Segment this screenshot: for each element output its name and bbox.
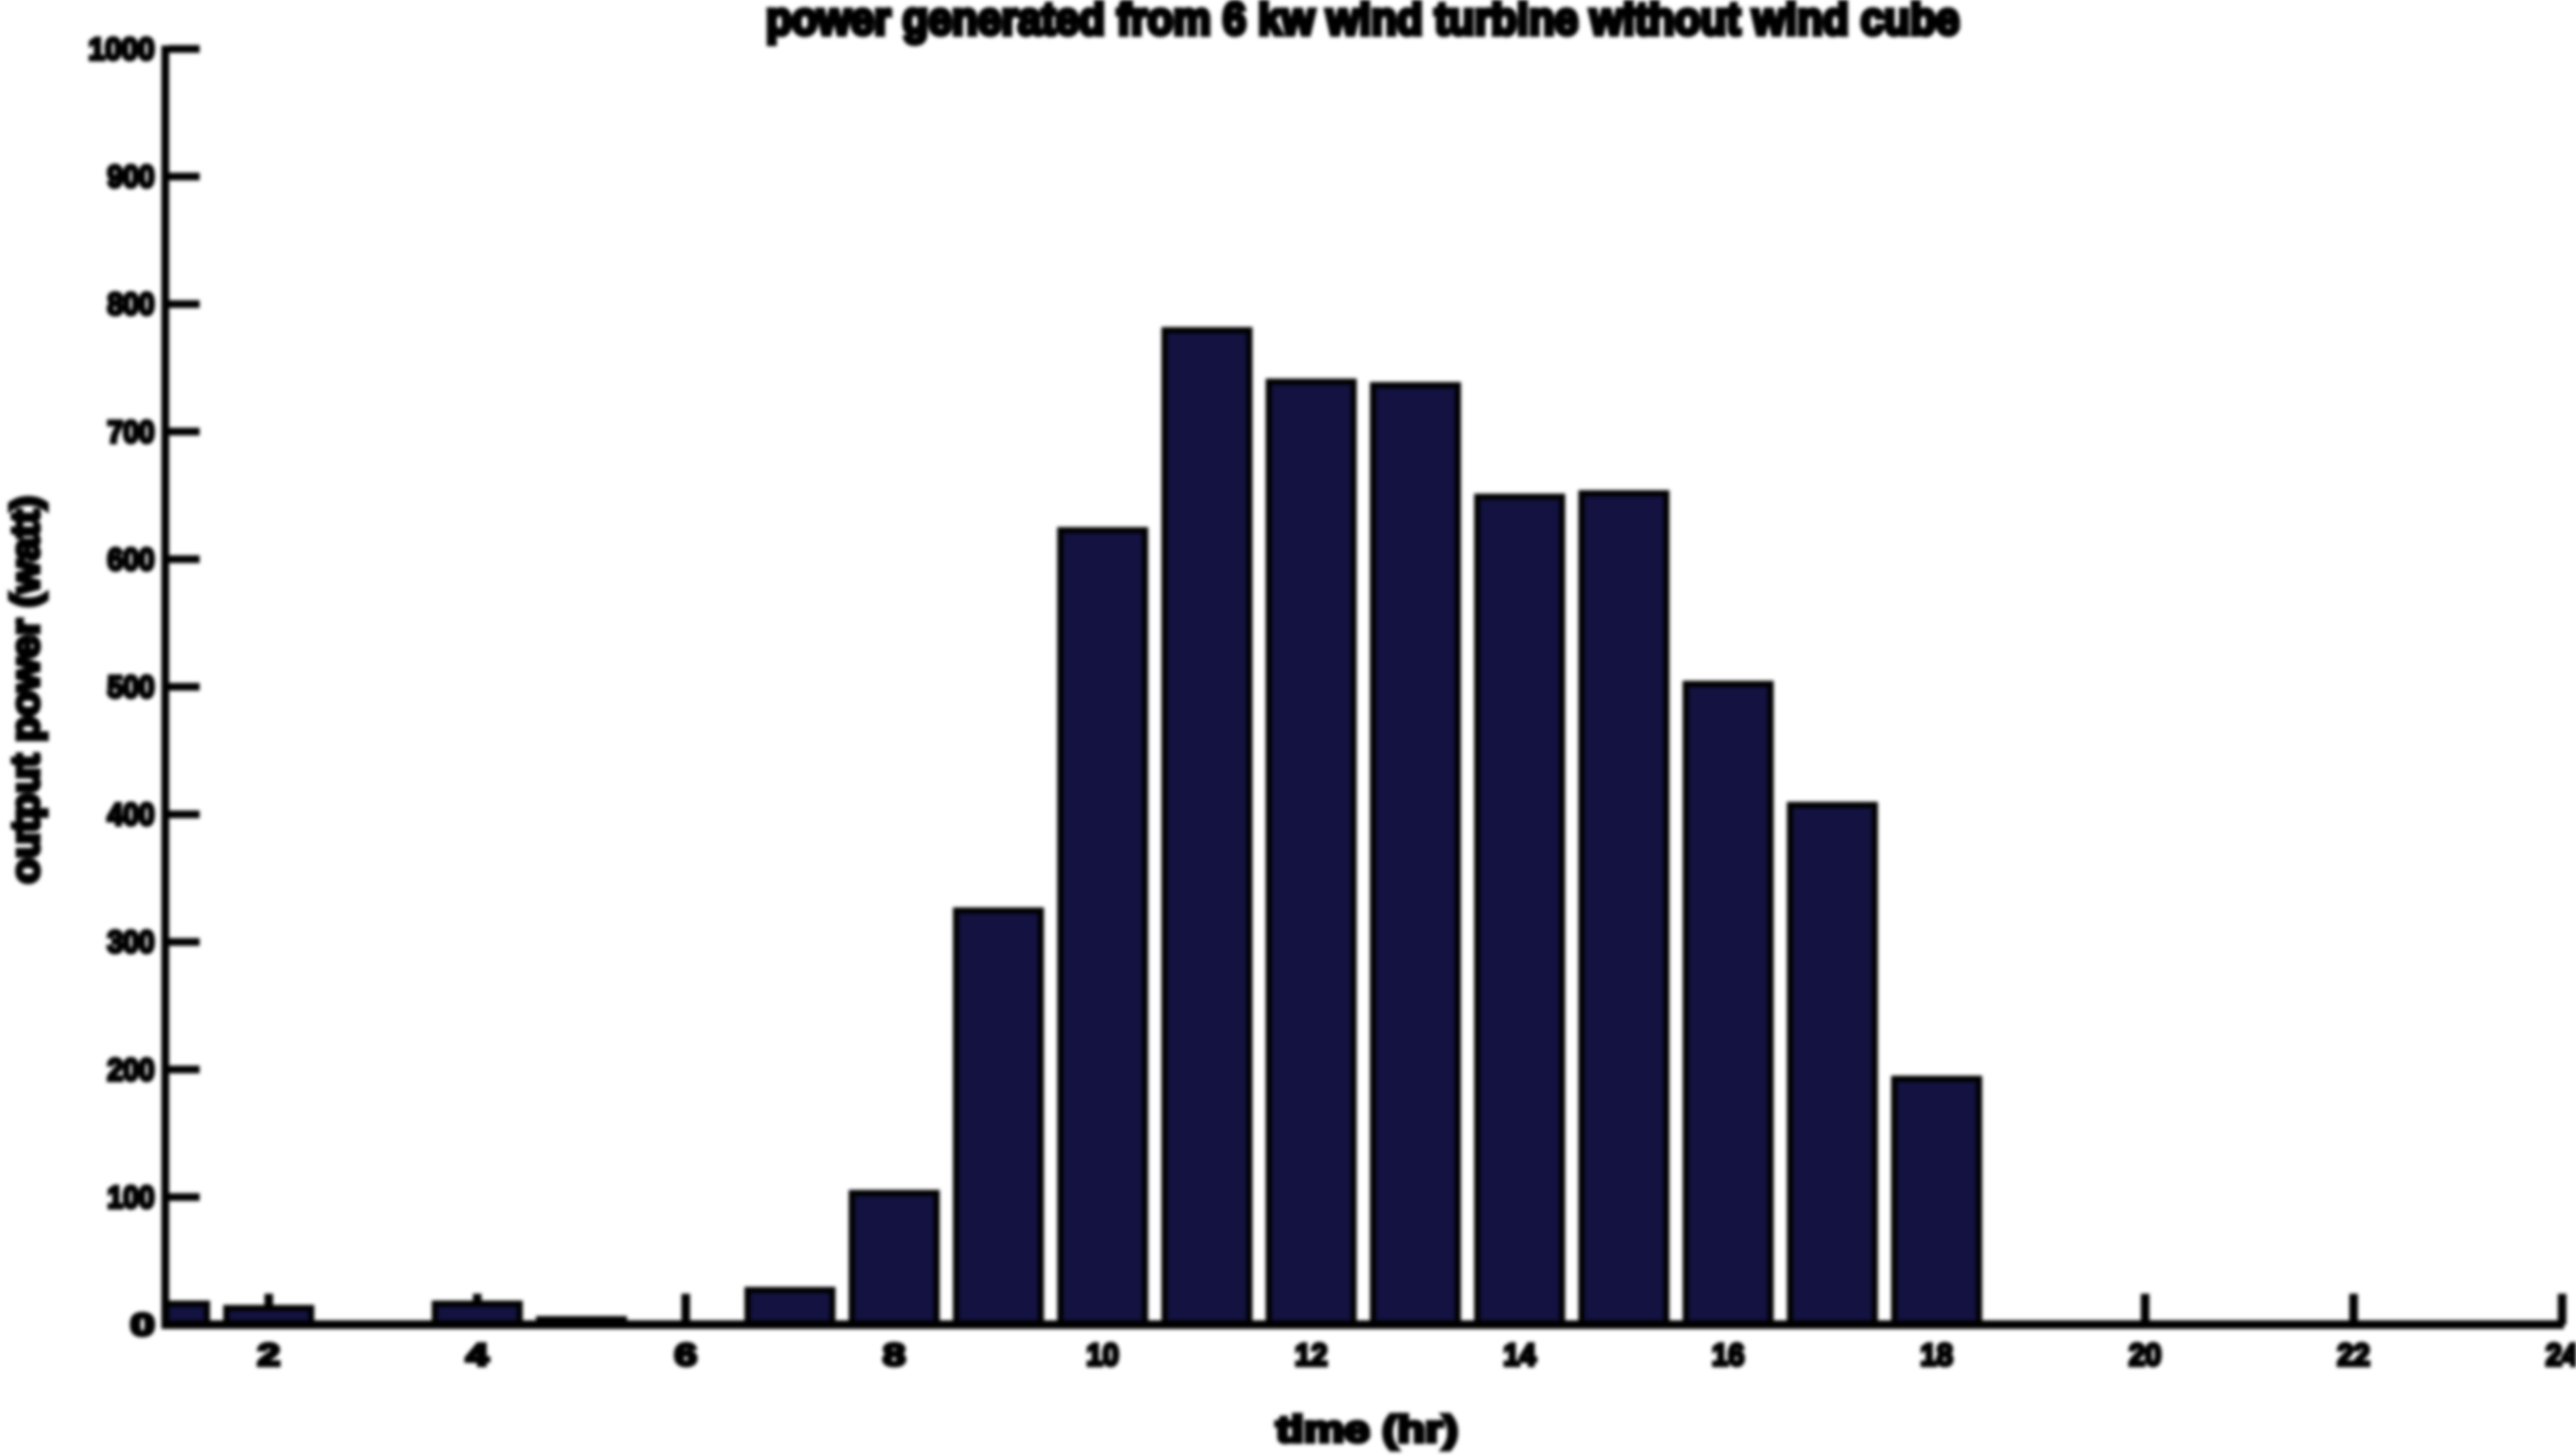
svg-text:700: 700 xyxy=(107,414,155,449)
svg-text:10: 10 xyxy=(1086,1338,1119,1373)
svg-text:400: 400 xyxy=(107,797,155,832)
svg-text:14: 14 xyxy=(1504,1338,1536,1373)
svg-text:22: 22 xyxy=(2337,1338,2370,1373)
svg-text:100: 100 xyxy=(107,1180,155,1215)
svg-text:output power (watt): output power (watt) xyxy=(3,496,47,884)
svg-text:200: 200 xyxy=(107,1052,155,1087)
svg-text:power generated from 6 kw wind: power generated from 6 kw wind turbine w… xyxy=(766,0,1959,45)
svg-text:0: 0 xyxy=(131,1307,155,1343)
svg-text:time (hr): time (hr) xyxy=(1276,1409,1458,1451)
svg-text:1000: 1000 xyxy=(88,32,155,67)
svg-text:4: 4 xyxy=(466,1338,489,1373)
svg-text:900: 900 xyxy=(107,159,155,194)
svg-text:600: 600 xyxy=(107,542,155,577)
svg-text:6: 6 xyxy=(675,1338,697,1373)
svg-text:12: 12 xyxy=(1295,1338,1327,1373)
svg-text:24: 24 xyxy=(2546,1338,2576,1373)
svg-text:500: 500 xyxy=(107,670,155,705)
svg-text:18: 18 xyxy=(1920,1338,1953,1373)
svg-text:8: 8 xyxy=(883,1338,905,1373)
svg-text:16: 16 xyxy=(1712,1338,1745,1373)
svg-text:2: 2 xyxy=(258,1338,280,1373)
svg-text:300: 300 xyxy=(107,925,155,960)
svg-text:800: 800 xyxy=(107,287,155,322)
svg-text:20: 20 xyxy=(2129,1338,2161,1373)
